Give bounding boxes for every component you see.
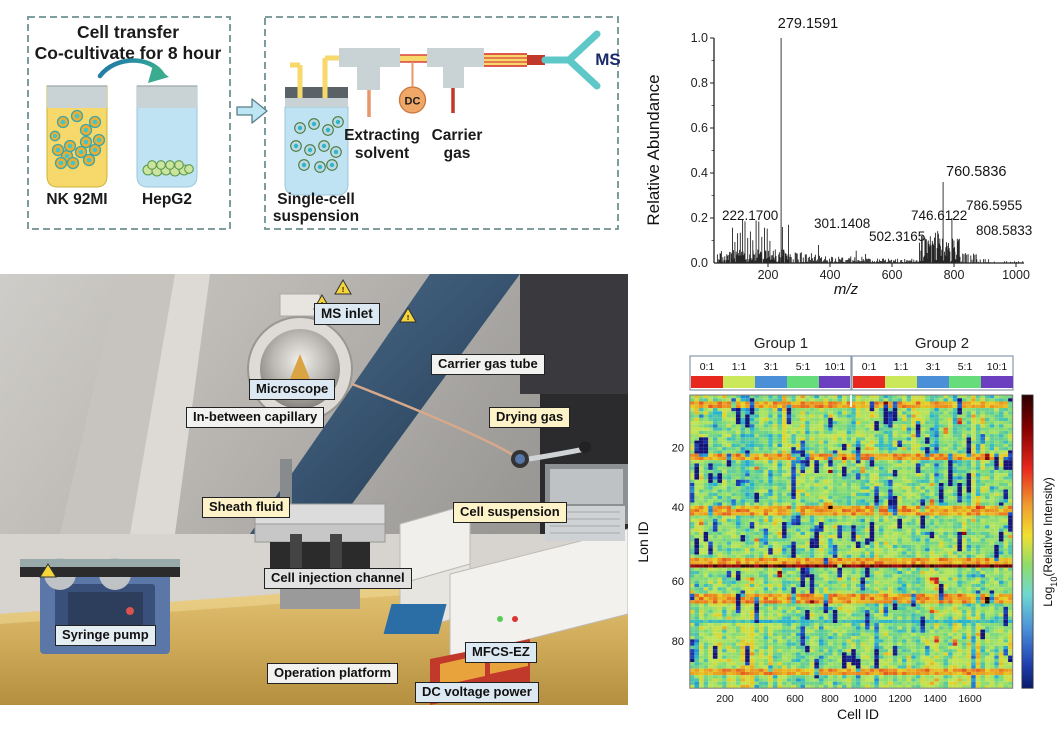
svg-text:0:1: 0:1 <box>862 361 877 373</box>
svg-text:1.0: 1.0 <box>691 31 708 45</box>
svg-text:Single-cell: Single-cell <box>277 191 355 208</box>
svg-text:Relative Abundance: Relative Abundance <box>644 74 663 225</box>
svg-text:760.5836: 760.5836 <box>946 164 1006 180</box>
svg-text:746.6122: 746.6122 <box>911 208 967 223</box>
svg-text:Extracting: Extracting <box>344 127 420 144</box>
svg-text:Group 1: Group 1 <box>754 335 808 352</box>
svg-text:786.5955: 786.5955 <box>966 198 1022 213</box>
svg-text:!: ! <box>407 315 409 322</box>
svg-text:NK 92MI: NK 92MI <box>46 191 107 208</box>
svg-text:Cell transfer: Cell transfer <box>77 22 179 42</box>
svg-text:200: 200 <box>758 268 779 280</box>
svg-text:400: 400 <box>820 268 841 280</box>
svg-text:301.1408: 301.1408 <box>814 216 870 231</box>
svg-text:!: ! <box>342 287 344 294</box>
svg-text:279.1591: 279.1591 <box>778 16 838 32</box>
svg-text:5:1: 5:1 <box>796 361 811 373</box>
svg-text:0.2: 0.2 <box>691 211 708 225</box>
svg-text:gas: gas <box>444 145 471 162</box>
svg-text:600: 600 <box>882 268 903 280</box>
svg-text:5:1: 5:1 <box>958 361 973 373</box>
svg-text:0.4: 0.4 <box>691 166 708 180</box>
svg-text:HepG2: HepG2 <box>142 191 192 208</box>
svg-text:1:1: 1:1 <box>732 361 747 373</box>
svg-text:1000: 1000 <box>1002 268 1030 280</box>
svg-text:10:1: 10:1 <box>987 361 1008 373</box>
svg-text:Carrier: Carrier <box>432 127 483 144</box>
svg-text:222.1700: 222.1700 <box>722 208 778 223</box>
svg-text:502.3165: 502.3165 <box>869 229 925 244</box>
svg-text:0.0: 0.0 <box>691 256 708 270</box>
svg-text:0.6: 0.6 <box>691 121 708 135</box>
svg-text:m/z: m/z <box>834 281 859 298</box>
svg-text:3:1: 3:1 <box>764 361 779 373</box>
svg-text:3:1: 3:1 <box>926 361 941 373</box>
svg-text:DC: DC <box>405 96 421 108</box>
svg-text:800: 800 <box>944 268 965 280</box>
svg-text:solvent: solvent <box>355 145 409 162</box>
svg-text:10:1: 10:1 <box>825 361 846 373</box>
svg-text:1:1: 1:1 <box>894 361 909 373</box>
svg-text:Group 2: Group 2 <box>915 335 969 352</box>
svg-text:808.5833: 808.5833 <box>976 223 1032 238</box>
svg-text:MS: MS <box>595 50 621 69</box>
svg-text:suspension: suspension <box>273 208 359 225</box>
svg-text:0:1: 0:1 <box>700 361 715 373</box>
svg-text:0.8: 0.8 <box>691 76 708 90</box>
